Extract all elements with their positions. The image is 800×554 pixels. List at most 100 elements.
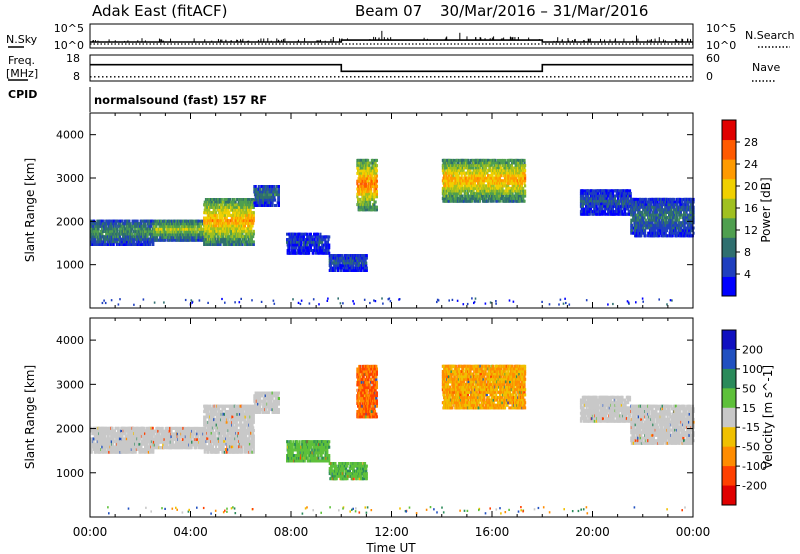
rti-cell: [502, 194, 505, 198]
rti-cell: [524, 174, 527, 178]
rti-cell: [273, 195, 276, 199]
rti-cell: [300, 251, 303, 255]
rti-cell: [220, 240, 223, 244]
rti-cell: [99, 222, 102, 226]
rti-cell: [353, 256, 356, 260]
rti-cell: [512, 189, 515, 193]
rti-cell: [107, 222, 110, 226]
rti-cell: [466, 166, 469, 170]
rti-cell: [248, 213, 251, 217]
rti-cell: [276, 190, 279, 194]
rti-cell: [245, 237, 248, 241]
rti-cell: [154, 233, 157, 237]
rti-cell: [164, 233, 167, 237]
rti-cell: [157, 233, 160, 237]
rti-cell: [232, 229, 235, 233]
rti-cell: [520, 189, 523, 193]
rti-cell: [241, 232, 244, 236]
rti-cell: [582, 191, 585, 195]
rti-cell: [191, 225, 194, 229]
rti-cell: [451, 184, 454, 188]
rti-cell: [583, 202, 586, 206]
rti-cell: [456, 174, 459, 178]
rti-cell: [508, 166, 511, 170]
rti-cell: [213, 198, 216, 201]
rti-cell: [324, 238, 327, 242]
rti-cell: [197, 225, 200, 229]
rti-cell: [226, 208, 230, 212]
rti-cell: [308, 232, 311, 236]
rti-cell: [493, 161, 497, 165]
rti-cell: [208, 219, 211, 223]
rti-cell: [100, 237, 103, 241]
rti-cell: [455, 181, 458, 185]
rti-cell: [184, 225, 187, 229]
rti-cell: [590, 197, 593, 201]
rti-cell: [206, 227, 209, 231]
rti-cell: [477, 166, 480, 170]
rti-cell: [242, 219, 245, 223]
rti-cell: [449, 161, 452, 165]
rti-cell: [101, 219, 104, 223]
rti-cell: [96, 219, 99, 223]
rti-cell: [519, 199, 522, 203]
rti-cell: [121, 232, 124, 236]
rti-cell: [362, 261, 365, 265]
rti-cell: [134, 227, 137, 231]
rti-cell: [187, 222, 190, 226]
rti-cell: [272, 193, 275, 197]
rti-cell: [444, 158, 448, 162]
rti-cell: [252, 240, 255, 244]
rti-cell: [488, 197, 491, 201]
rti-cell: [310, 243, 313, 247]
freq-unit-label: [MHz]: [6, 67, 38, 80]
rti-cell: [365, 266, 368, 270]
rti-cell: [217, 205, 220, 209]
rti-cell: [333, 269, 336, 272]
rti-cell: [346, 261, 350, 265]
rti-cell: [116, 219, 119, 223]
rti-cell: [159, 236, 162, 239]
rti-cell: [328, 243, 331, 247]
rti-cell: [169, 238, 172, 242]
rti-cell: [451, 179, 454, 183]
rti-cell: [116, 240, 119, 244]
rti-cell: [94, 240, 97, 244]
rti-cell: [515, 166, 519, 170]
rti-cell: [263, 185, 266, 188]
rti-cell: [517, 192, 520, 195]
rti-cell: [167, 222, 170, 226]
rti-cell: [511, 192, 514, 195]
rti-cell: [164, 222, 167, 226]
nsky-series-line: [90, 39, 693, 43]
rti-cell: [250, 216, 253, 220]
rti-cell: [128, 243, 132, 246]
rti-cell: [129, 222, 132, 226]
rti-cell: [477, 158, 480, 162]
rti-cell: [514, 186, 517, 190]
rti-cell: [591, 212, 595, 216]
rti-cell: [232, 232, 235, 236]
rti-cell: [231, 216, 234, 220]
rti-cell: [514, 161, 517, 165]
rti-cell: [204, 229, 207, 233]
rti-cell: [582, 210, 585, 214]
rti-cell: [332, 261, 335, 265]
rti-cell: [253, 187, 256, 191]
rti-cell: [504, 169, 507, 173]
rti-cell: [481, 197, 485, 201]
rti-cell: [225, 211, 228, 215]
rti-cell: [224, 224, 227, 228]
rti-cell: [243, 221, 247, 225]
rti-cell: [115, 232, 118, 236]
rti-cell: [346, 256, 349, 260]
rti-cell: [107, 235, 110, 239]
rti-cell: [512, 199, 515, 203]
rti-cell: [233, 216, 236, 220]
rti-cell: [232, 203, 235, 207]
rti-cell: [360, 266, 363, 270]
rti-cell: [293, 238, 296, 242]
rti-cell: [118, 222, 122, 226]
rti-cell: [360, 182, 363, 186]
rti-cell: [103, 227, 106, 231]
